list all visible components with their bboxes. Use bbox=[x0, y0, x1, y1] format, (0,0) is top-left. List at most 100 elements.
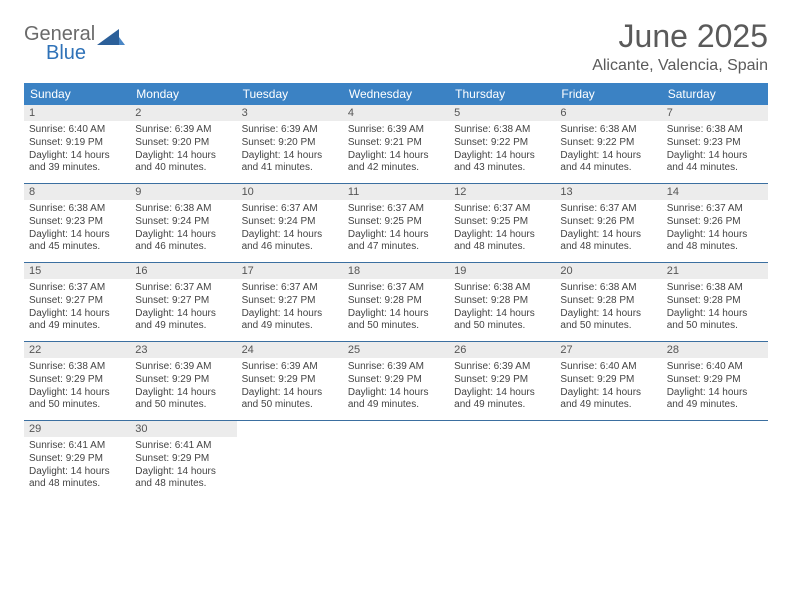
day-details: Sunrise: 6:38 AMSunset: 9:22 PMDaylight:… bbox=[449, 121, 555, 179]
dow-saturday: Saturday bbox=[662, 83, 768, 105]
day-number: 2 bbox=[130, 105, 236, 121]
calendar: Sunday Monday Tuesday Wednesday Thursday… bbox=[24, 83, 768, 499]
day-details: Sunrise: 6:37 AMSunset: 9:28 PMDaylight:… bbox=[343, 279, 449, 337]
calendar-day: 16Sunrise: 6:37 AMSunset: 9:27 PMDayligh… bbox=[130, 263, 236, 341]
dow-thursday: Thursday bbox=[449, 83, 555, 105]
day-details: Sunrise: 6:37 AMSunset: 9:27 PMDaylight:… bbox=[237, 279, 343, 337]
day-details: Sunrise: 6:39 AMSunset: 9:20 PMDaylight:… bbox=[130, 121, 236, 179]
day-number: 13 bbox=[555, 184, 661, 200]
calendar-day: 12Sunrise: 6:37 AMSunset: 9:25 PMDayligh… bbox=[449, 184, 555, 262]
logo: General Blue bbox=[24, 24, 125, 64]
day-details: Sunrise: 6:39 AMSunset: 9:29 PMDaylight:… bbox=[130, 358, 236, 416]
calendar-day: 28Sunrise: 6:40 AMSunset: 9:29 PMDayligh… bbox=[662, 342, 768, 420]
day-number: 6 bbox=[555, 105, 661, 121]
calendar-day: 10Sunrise: 6:37 AMSunset: 9:24 PMDayligh… bbox=[237, 184, 343, 262]
day-details: Sunrise: 6:41 AMSunset: 9:29 PMDaylight:… bbox=[24, 437, 130, 495]
calendar-day: 19Sunrise: 6:38 AMSunset: 9:28 PMDayligh… bbox=[449, 263, 555, 341]
day-details: Sunrise: 6:37 AMSunset: 9:26 PMDaylight:… bbox=[555, 200, 661, 258]
calendar-week: 1Sunrise: 6:40 AMSunset: 9:19 PMDaylight… bbox=[24, 105, 768, 184]
day-number: 23 bbox=[130, 342, 236, 358]
logo-word-blue: Blue bbox=[46, 43, 95, 64]
calendar-day: 5Sunrise: 6:38 AMSunset: 9:22 PMDaylight… bbox=[449, 105, 555, 183]
calendar-day: 13Sunrise: 6:37 AMSunset: 9:26 PMDayligh… bbox=[555, 184, 661, 262]
calendar-week: 8Sunrise: 6:38 AMSunset: 9:23 PMDaylight… bbox=[24, 184, 768, 263]
day-details: Sunrise: 6:38 AMSunset: 9:28 PMDaylight:… bbox=[662, 279, 768, 337]
day-number: 5 bbox=[449, 105, 555, 121]
day-details: Sunrise: 6:40 AMSunset: 9:19 PMDaylight:… bbox=[24, 121, 130, 179]
day-details: Sunrise: 6:39 AMSunset: 9:29 PMDaylight:… bbox=[237, 358, 343, 416]
calendar-day-empty bbox=[662, 421, 768, 499]
day-details: Sunrise: 6:39 AMSunset: 9:29 PMDaylight:… bbox=[343, 358, 449, 416]
calendar-day: 1Sunrise: 6:40 AMSunset: 9:19 PMDaylight… bbox=[24, 105, 130, 183]
calendar-day: 3Sunrise: 6:39 AMSunset: 9:20 PMDaylight… bbox=[237, 105, 343, 183]
calendar-week: 22Sunrise: 6:38 AMSunset: 9:29 PMDayligh… bbox=[24, 342, 768, 421]
calendar-day: 14Sunrise: 6:37 AMSunset: 9:26 PMDayligh… bbox=[662, 184, 768, 262]
day-details: Sunrise: 6:37 AMSunset: 9:26 PMDaylight:… bbox=[662, 200, 768, 258]
calendar-day: 9Sunrise: 6:38 AMSunset: 9:24 PMDaylight… bbox=[130, 184, 236, 262]
calendar-day: 30Sunrise: 6:41 AMSunset: 9:29 PMDayligh… bbox=[130, 421, 236, 499]
day-number: 29 bbox=[24, 421, 130, 437]
day-details: Sunrise: 6:38 AMSunset: 9:23 PMDaylight:… bbox=[24, 200, 130, 258]
day-details: Sunrise: 6:37 AMSunset: 9:27 PMDaylight:… bbox=[130, 279, 236, 337]
month-title: June 2025 bbox=[592, 18, 768, 55]
day-number: 19 bbox=[449, 263, 555, 279]
location: Alicante, Valencia, Spain bbox=[592, 57, 768, 75]
day-details: Sunrise: 6:39 AMSunset: 9:29 PMDaylight:… bbox=[449, 358, 555, 416]
day-number: 10 bbox=[237, 184, 343, 200]
day-details: Sunrise: 6:38 AMSunset: 9:29 PMDaylight:… bbox=[24, 358, 130, 416]
day-number: 1 bbox=[24, 105, 130, 121]
day-details: Sunrise: 6:38 AMSunset: 9:22 PMDaylight:… bbox=[555, 121, 661, 179]
calendar-week: 15Sunrise: 6:37 AMSunset: 9:27 PMDayligh… bbox=[24, 263, 768, 342]
day-number: 25 bbox=[343, 342, 449, 358]
day-details: Sunrise: 6:39 AMSunset: 9:20 PMDaylight:… bbox=[237, 121, 343, 179]
logo-text: General Blue bbox=[24, 24, 95, 64]
day-details: Sunrise: 6:38 AMSunset: 9:28 PMDaylight:… bbox=[449, 279, 555, 337]
calendar-day: 26Sunrise: 6:39 AMSunset: 9:29 PMDayligh… bbox=[449, 342, 555, 420]
day-details: Sunrise: 6:38 AMSunset: 9:24 PMDaylight:… bbox=[130, 200, 236, 258]
calendar-day: 21Sunrise: 6:38 AMSunset: 9:28 PMDayligh… bbox=[662, 263, 768, 341]
dow-monday: Monday bbox=[130, 83, 236, 105]
calendar-day: 4Sunrise: 6:39 AMSunset: 9:21 PMDaylight… bbox=[343, 105, 449, 183]
day-details: Sunrise: 6:37 AMSunset: 9:24 PMDaylight:… bbox=[237, 200, 343, 258]
calendar-day: 25Sunrise: 6:39 AMSunset: 9:29 PMDayligh… bbox=[343, 342, 449, 420]
day-number: 20 bbox=[555, 263, 661, 279]
calendar-day: 24Sunrise: 6:39 AMSunset: 9:29 PMDayligh… bbox=[237, 342, 343, 420]
day-number: 17 bbox=[237, 263, 343, 279]
day-details: Sunrise: 6:38 AMSunset: 9:28 PMDaylight:… bbox=[555, 279, 661, 337]
day-number: 18 bbox=[343, 263, 449, 279]
calendar-day-empty bbox=[237, 421, 343, 499]
calendar-day-empty bbox=[555, 421, 661, 499]
day-number: 26 bbox=[449, 342, 555, 358]
header: General Blue June 2025 Alicante, Valenci… bbox=[24, 18, 768, 75]
calendar-day: 2Sunrise: 6:39 AMSunset: 9:20 PMDaylight… bbox=[130, 105, 236, 183]
calendar-day: 27Sunrise: 6:40 AMSunset: 9:29 PMDayligh… bbox=[555, 342, 661, 420]
day-number: 8 bbox=[24, 184, 130, 200]
calendar-day: 18Sunrise: 6:37 AMSunset: 9:28 PMDayligh… bbox=[343, 263, 449, 341]
day-number: 16 bbox=[130, 263, 236, 279]
dow-sunday: Sunday bbox=[24, 83, 130, 105]
day-details: Sunrise: 6:39 AMSunset: 9:21 PMDaylight:… bbox=[343, 121, 449, 179]
day-number: 4 bbox=[343, 105, 449, 121]
day-details: Sunrise: 6:40 AMSunset: 9:29 PMDaylight:… bbox=[662, 358, 768, 416]
day-details: Sunrise: 6:41 AMSunset: 9:29 PMDaylight:… bbox=[130, 437, 236, 495]
day-number: 14 bbox=[662, 184, 768, 200]
day-number: 15 bbox=[24, 263, 130, 279]
calendar-day: 20Sunrise: 6:38 AMSunset: 9:28 PMDayligh… bbox=[555, 263, 661, 341]
calendar-day: 17Sunrise: 6:37 AMSunset: 9:27 PMDayligh… bbox=[237, 263, 343, 341]
day-details: Sunrise: 6:37 AMSunset: 9:25 PMDaylight:… bbox=[343, 200, 449, 258]
day-number: 11 bbox=[343, 184, 449, 200]
dow-tuesday: Tuesday bbox=[237, 83, 343, 105]
day-number: 24 bbox=[237, 342, 343, 358]
day-number: 28 bbox=[662, 342, 768, 358]
day-details: Sunrise: 6:40 AMSunset: 9:29 PMDaylight:… bbox=[555, 358, 661, 416]
dow-friday: Friday bbox=[555, 83, 661, 105]
logo-triangle-icon bbox=[97, 27, 125, 52]
day-details: Sunrise: 6:37 AMSunset: 9:27 PMDaylight:… bbox=[24, 279, 130, 337]
day-number: 27 bbox=[555, 342, 661, 358]
calendar-day: 11Sunrise: 6:37 AMSunset: 9:25 PMDayligh… bbox=[343, 184, 449, 262]
day-of-week-header: Sunday Monday Tuesday Wednesday Thursday… bbox=[24, 83, 768, 105]
calendar-day-empty bbox=[343, 421, 449, 499]
day-details: Sunrise: 6:37 AMSunset: 9:25 PMDaylight:… bbox=[449, 200, 555, 258]
calendar-day: 22Sunrise: 6:38 AMSunset: 9:29 PMDayligh… bbox=[24, 342, 130, 420]
calendar-day: 6Sunrise: 6:38 AMSunset: 9:22 PMDaylight… bbox=[555, 105, 661, 183]
